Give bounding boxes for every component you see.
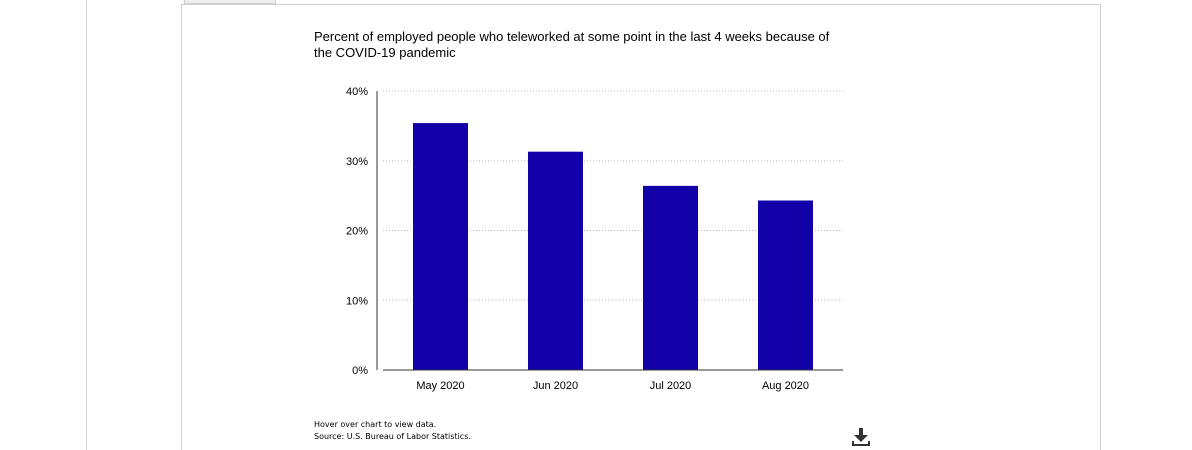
y-tick-label: 30% — [346, 156, 368, 168]
chart-panel — [181, 4, 1101, 450]
y-tick-label: 0% — [352, 365, 368, 377]
axis-layer: 0% 10% 20% 30% 40% May 2020 Jun 2020 Jul 2020 Au… — [346, 86, 843, 392]
download-icon — [852, 428, 870, 446]
bar[interactable] — [643, 185, 698, 370]
y-tick-label: 20% — [346, 226, 368, 238]
x-tick-label: Jun 2020 — [533, 380, 578, 392]
chart-title: Percent of employed people who teleworke… — [314, 29, 830, 60]
hover-note: Hover over chart to view data. — [314, 420, 437, 429]
bar-layer — [413, 123, 813, 371]
x-tick-label: Jul 2020 — [650, 380, 692, 392]
x-tick-label: Aug 2020 — [762, 380, 809, 392]
y-tick-label: 10% — [346, 295, 368, 307]
bar[interactable] — [528, 151, 583, 370]
bar[interactable] — [413, 123, 468, 371]
tab-stub[interactable] — [184, 0, 276, 4]
x-tick-label: May 2020 — [416, 380, 464, 392]
bar[interactable] — [758, 200, 813, 370]
download-button[interactable] — [849, 425, 873, 449]
source-note: Source: U.S. Bureau of Labor Statistics. — [314, 432, 471, 441]
y-tick-label: 40% — [346, 86, 368, 98]
page-divider — [86, 0, 87, 450]
